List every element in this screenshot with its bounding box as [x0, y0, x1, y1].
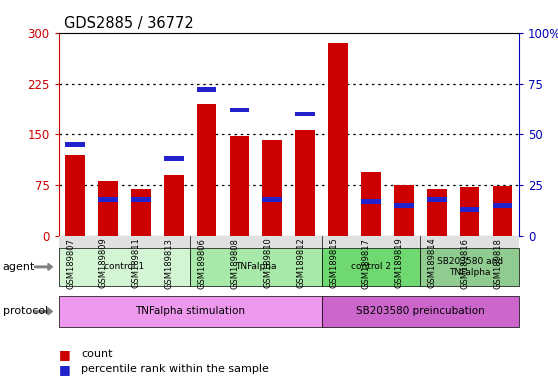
Text: GSM189815: GSM189815: [329, 238, 338, 288]
Text: SB203580 preincubation: SB203580 preincubation: [356, 306, 485, 316]
Text: TNFalpha stimulation: TNFalpha stimulation: [135, 306, 245, 316]
Bar: [328, 43, 348, 236]
Bar: [295, 130, 315, 236]
Bar: [131, 189, 151, 236]
Text: count: count: [81, 349, 112, 359]
Bar: [493, 203, 512, 208]
Text: GSM189813: GSM189813: [165, 238, 174, 288]
Text: GSM189816: GSM189816: [460, 238, 470, 288]
Bar: [65, 142, 85, 147]
Bar: [460, 187, 479, 236]
Text: GSM189810: GSM189810: [263, 238, 272, 288]
Bar: [361, 172, 381, 236]
Text: GSM189807: GSM189807: [66, 238, 75, 288]
Bar: [98, 180, 118, 236]
Bar: [229, 136, 249, 236]
Bar: [394, 185, 413, 236]
Text: percentile rank within the sample: percentile rank within the sample: [81, 364, 269, 374]
Bar: [164, 156, 184, 161]
Bar: [229, 108, 249, 113]
Bar: [361, 199, 381, 204]
Text: GDS2885 / 36772: GDS2885 / 36772: [64, 16, 194, 31]
Bar: [295, 112, 315, 116]
Bar: [196, 87, 217, 92]
Bar: [196, 104, 217, 236]
Text: GSM189818: GSM189818: [493, 238, 503, 288]
Text: agent: agent: [3, 262, 35, 272]
Text: GSM189806: GSM189806: [198, 238, 206, 288]
Text: GSM189817: GSM189817: [362, 238, 371, 288]
Bar: [460, 207, 479, 212]
Text: ■: ■: [59, 363, 70, 376]
Text: protocol: protocol: [3, 306, 48, 316]
Text: GSM189812: GSM189812: [296, 238, 305, 288]
Text: GSM189819: GSM189819: [395, 238, 404, 288]
Bar: [427, 189, 446, 236]
Bar: [65, 155, 85, 236]
Text: TNFalpha: TNFalpha: [235, 262, 277, 271]
Text: GSM189808: GSM189808: [230, 238, 239, 288]
Text: SB203580 and
TNFalpha: SB203580 and TNFalpha: [436, 257, 503, 276]
Bar: [427, 197, 446, 202]
Bar: [262, 197, 282, 202]
Text: ■: ■: [59, 348, 70, 361]
Bar: [131, 197, 151, 202]
Bar: [394, 203, 413, 208]
Text: control 1: control 1: [104, 262, 145, 271]
Bar: [493, 186, 512, 236]
Text: GSM189814: GSM189814: [428, 238, 437, 288]
Bar: [262, 140, 282, 236]
Text: control 2: control 2: [351, 262, 391, 271]
Text: GSM189811: GSM189811: [132, 238, 141, 288]
Bar: [98, 197, 118, 202]
Bar: [164, 175, 184, 236]
Text: GSM189809: GSM189809: [99, 238, 108, 288]
